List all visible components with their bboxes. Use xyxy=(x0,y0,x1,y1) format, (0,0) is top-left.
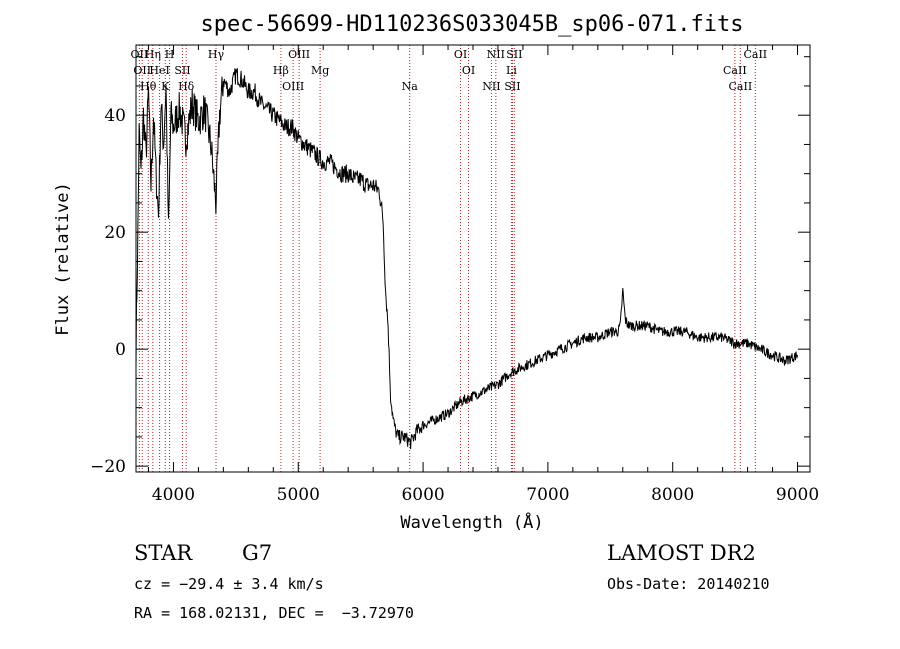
spectral-line-label: OIII xyxy=(282,80,304,93)
plot-frame xyxy=(135,44,811,473)
spectral-line-label: OII xyxy=(133,64,151,77)
spectral-line-label: Li xyxy=(506,64,517,77)
spectral-line-label: OI xyxy=(454,48,467,61)
x-tick-label: 8000 xyxy=(651,485,694,505)
spectral-line-label: CaII xyxy=(729,80,753,93)
y-tick-label: 0 xyxy=(115,340,126,360)
spectrum-series-line xyxy=(135,68,798,450)
spectral-line-label: NII xyxy=(487,48,505,61)
spectral-line-label: OI xyxy=(462,64,475,77)
spectral-lines xyxy=(138,45,756,472)
x-axis-label: Wavelength (Å) xyxy=(400,511,543,533)
spectral-line-label: H xyxy=(165,48,175,61)
x-tick-label: 7000 xyxy=(526,485,569,505)
spectral-line-label: OIII xyxy=(288,48,310,61)
coordinates-readout: RA = 168.02131, DEC = −3.72970 xyxy=(134,604,414,622)
spectral-line-label: Hγ xyxy=(208,48,225,61)
spectral-line-label: Hδ xyxy=(178,80,195,93)
object-subclass: G7 xyxy=(242,541,273,565)
spectral-line-label: Na xyxy=(402,80,419,93)
spectral-line-labels: OIIOIIHθHηHeIKHSIIHδHγHβOIIIOIIIMgNaOIOI… xyxy=(131,48,768,93)
spectral-line-label: OII xyxy=(131,48,149,61)
spectral-line-label: NII xyxy=(482,80,500,93)
observation-date: Obs-Date: 20140210 xyxy=(607,575,770,593)
x-tick-label: 5000 xyxy=(277,485,320,505)
spectral-line-label: CaII xyxy=(723,64,747,77)
spectral-line-label: SII xyxy=(174,64,190,77)
redshift-readout: cz = −29.4 ± 3.4 km/s xyxy=(134,575,324,593)
y-tick-label: 20 xyxy=(104,223,126,243)
survey-name: LAMOST DR2 xyxy=(607,541,756,565)
x-tick-label: 4000 xyxy=(152,485,195,505)
axis-ticks xyxy=(136,45,810,472)
x-tick-label: 6000 xyxy=(401,485,444,505)
axis-tick-labels: 4000 5000 6000 7000 8000 9000 −20 0 20 40 xyxy=(90,106,819,505)
spectral-line-label: CaII xyxy=(743,48,767,61)
y-tick-label: 40 xyxy=(104,106,126,126)
spectral-line-label: Mg xyxy=(311,64,329,77)
object-class: STAR xyxy=(134,541,193,565)
spectral-line-label: HeI xyxy=(149,64,169,77)
chart-title: spec-56699-HD110236S033045B_sp06-071.fit… xyxy=(200,12,743,37)
spectral-line-label: SII xyxy=(504,80,520,93)
x-tick-label: 9000 xyxy=(776,485,819,505)
spectral-line-label: Hβ xyxy=(273,64,289,77)
y-tick-label: −20 xyxy=(90,457,126,477)
spectral-line-label: SII xyxy=(506,48,522,61)
y-axis-label: Flux (relative) xyxy=(53,182,73,336)
spectral-line-label: Hη xyxy=(145,48,161,61)
